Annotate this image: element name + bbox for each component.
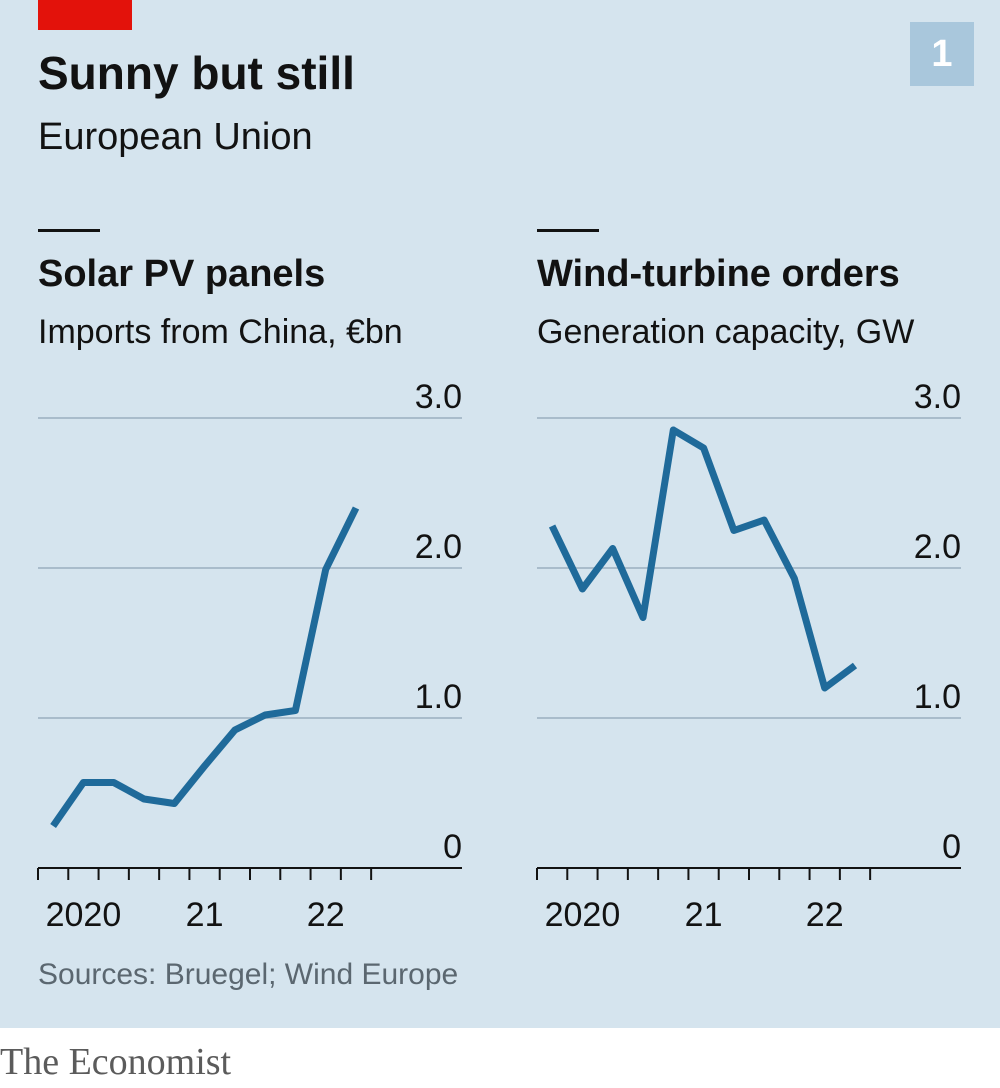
panel-1-y-tick-label: 1.0 — [415, 678, 462, 716]
source-note: Sources: Bruegel; Wind Europe — [38, 958, 459, 991]
panel-2-y-tick-label: 0 — [942, 828, 961, 866]
panel-2-x-tick-label: 2020 — [545, 896, 621, 934]
panel-2-y-tick-label: 3.0 — [914, 378, 961, 416]
panel-1-header-rule — [38, 229, 100, 232]
panel-1-series-line-1 — [50, 506, 360, 829]
panel-1-x-tick-label: 21 — [186, 896, 224, 934]
chart-subtitle: European Union — [38, 116, 313, 158]
panel-2-y-tick-label: 1.0 — [914, 678, 961, 716]
chart-title: Sunny but still — [38, 47, 355, 99]
panel-1-subtitle: Imports from China, €bn — [38, 313, 403, 351]
panel-1-y-tick-label: 3.0 — [415, 378, 462, 416]
panel-1-title: Solar PV panels — [38, 253, 325, 295]
panel-2-y-tick-label: 2.0 — [914, 528, 961, 566]
panel-1-y-tick-label: 0 — [443, 828, 462, 866]
panel-2-x-tick-label: 22 — [806, 896, 844, 934]
red-tag-bar — [38, 0, 132, 30]
panel-1-x-tick-label: 22 — [307, 896, 345, 934]
panel-2-header-rule — [537, 229, 599, 232]
chart-number-badge: 1 — [910, 22, 974, 86]
panel-2-series-line-1 — [548, 426, 858, 692]
panel-1-y-tick-label: 2.0 — [415, 528, 462, 566]
panel-2-x-tick-label: 21 — [685, 896, 723, 934]
brand-logo: The Economist — [0, 1041, 232, 1083]
panel-2-title: Wind-turbine orders — [537, 253, 900, 295]
panel-1-x-tick-label: 2020 — [46, 896, 122, 934]
charts-svg: Solar PV panels Imports from China, €bn 0 1… — [37, 229, 961, 934]
chart-panel-background — [0, 0, 1000, 1028]
panel-2-subtitle: Generation capacity, GW — [537, 313, 914, 351]
